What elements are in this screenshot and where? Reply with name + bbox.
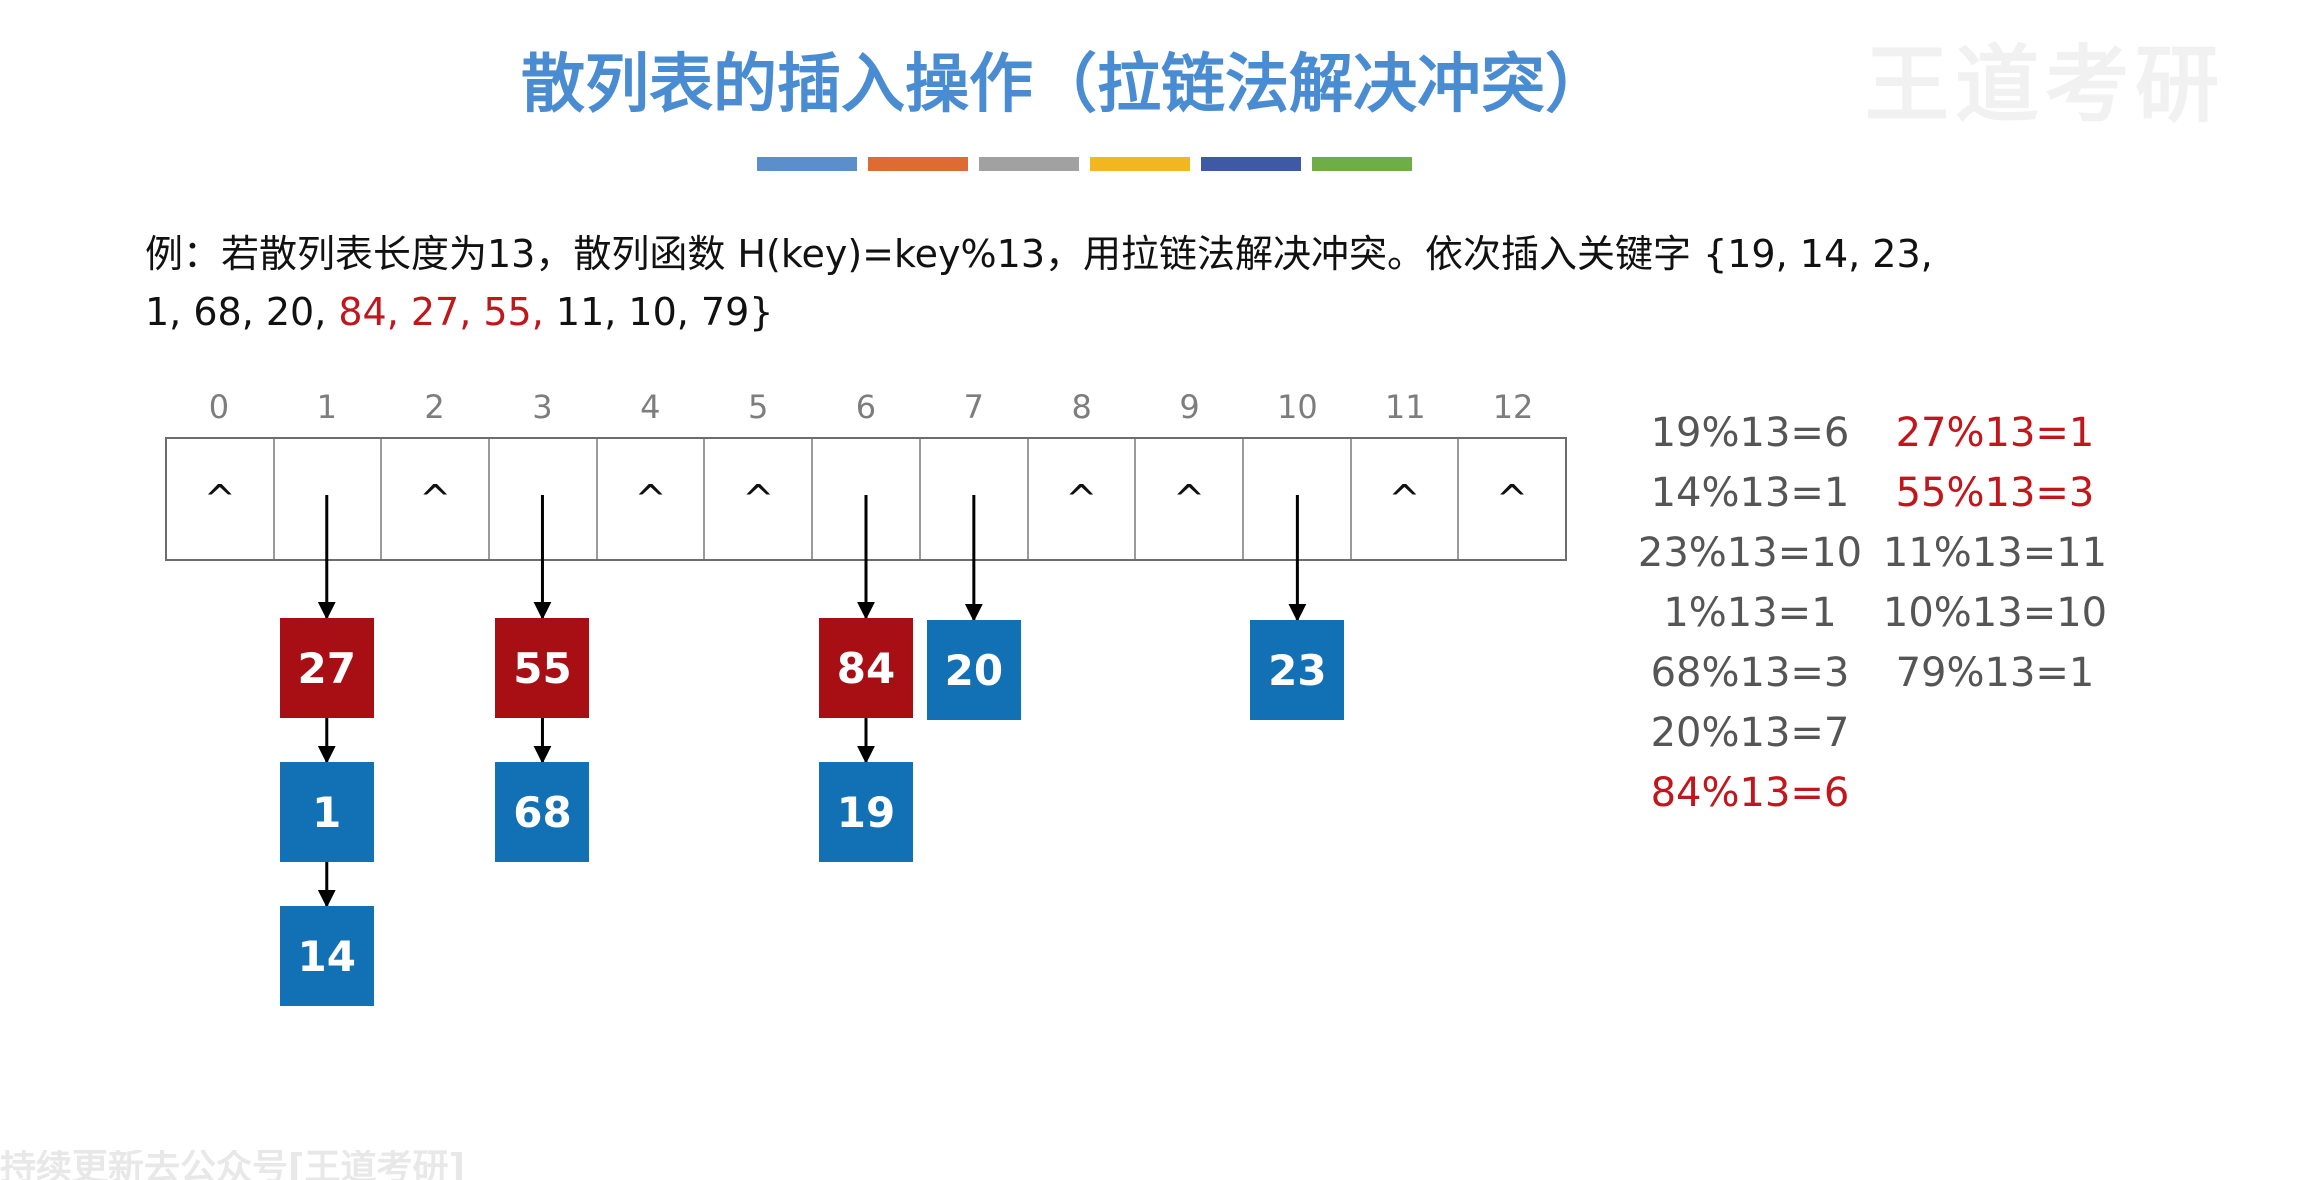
hash-calculation: 27%13=1 — [1895, 410, 2095, 456]
slot-index: 0 — [208, 388, 230, 426]
hash-slot — [921, 439, 1029, 559]
chain-node: 20 — [926, 620, 1021, 720]
slot-index: 12 — [1492, 388, 1534, 426]
title-underline-segment — [1201, 157, 1301, 171]
example-line-1: 例：若散列表长度为13，散列函数 H(key)=key%13，用拉链法解决冲突。… — [145, 232, 1933, 276]
example-keys-rest: 11, 10, 79} — [543, 290, 774, 334]
hash-slot — [1244, 439, 1352, 559]
hash-calculation: 20%13=7 — [1650, 710, 1850, 756]
hash-slot — [813, 439, 921, 559]
slot-index: 1 — [316, 388, 337, 426]
hash-table: ^ ^ ^ ^ ^ ^ ^ ^ — [165, 437, 1567, 561]
null-pointer-marker: ^ — [1388, 477, 1421, 521]
slot-index: 11 — [1384, 388, 1426, 426]
slot-index: 3 — [532, 388, 553, 426]
null-pointer-marker: ^ — [742, 477, 775, 521]
hash-slot — [275, 439, 383, 559]
title-underline-segment — [1312, 157, 1412, 171]
hash-slot: ^ — [1136, 439, 1244, 559]
hash-calculation: 79%13=1 — [1895, 650, 2095, 696]
null-pointer-marker: ^ — [1496, 477, 1529, 521]
hash-slot: ^ — [1029, 439, 1137, 559]
hash-slot: ^ — [382, 439, 491, 559]
chain-node: 1 — [279, 762, 374, 862]
title-underline-segment — [1090, 157, 1190, 171]
hash-slot — [490, 439, 598, 559]
chain-node: 55 — [495, 618, 590, 718]
watermark-logo: 王道考研 — [1865, 36, 2226, 134]
hash-calculation: 68%13=3 — [1650, 650, 1850, 696]
hash-slot: ^ — [167, 439, 275, 559]
title-underline-segment — [757, 157, 857, 171]
slot-index: 6 — [855, 388, 877, 426]
chain-node: 68 — [495, 762, 590, 862]
example-keys-black: 1, 68, 20, — [145, 290, 339, 334]
chain-node: 23 — [1250, 620, 1345, 720]
page-title: 散列表的插入操作（拉链法解决冲突） — [521, 48, 1609, 122]
chain-node: 19 — [819, 762, 913, 862]
slot-index: 5 — [747, 388, 769, 426]
hash-calculation: 84%13=6 — [1650, 770, 1850, 816]
chain-node: 27 — [279, 618, 374, 718]
hash-slot: ^ — [598, 439, 706, 559]
hash-calculation: 11%13=11 — [1882, 530, 2108, 576]
hash-calculation: 19%13=6 — [1650, 410, 1850, 456]
slot-index: 10 — [1277, 388, 1318, 426]
slot-index: 7 — [963, 388, 984, 426]
slot-index: 4 — [640, 388, 661, 426]
hash-slot: ^ — [1459, 439, 1565, 559]
null-pointer-marker: ^ — [1065, 477, 1098, 521]
chain-node: 84 — [819, 618, 913, 718]
slot-index: 2 — [424, 388, 445, 426]
null-pointer-marker: ^ — [1173, 477, 1205, 521]
example-line-2: 1, 68, 20, 84, 27, 55, 11, 10, 79} — [145, 283, 2125, 341]
subtitle-caption: 持续更新去公众号[王道考研] — [0, 1150, 465, 1180]
null-pointer-marker: ^ — [634, 477, 667, 521]
slot-index: 9 — [1179, 388, 1200, 426]
null-pointer-marker: ^ — [203, 477, 236, 521]
example-keys-red: 84, 27, 55, — [338, 290, 544, 334]
hash-slot: ^ — [705, 439, 814, 559]
slot-index-row: 0 1 2 3 4 5 6 7 8 9 10 11 12 — [165, 388, 1567, 426]
hash-calculation: 55%13=3 — [1895, 470, 2095, 516]
slot-index: 8 — [1071, 388, 1092, 426]
hash-calculation: 14%13=1 — [1650, 470, 1850, 516]
hash-calculation: 10%13=10 — [1882, 590, 2108, 636]
chain-node: 14 — [279, 906, 374, 1006]
title-underline-segment — [979, 157, 1079, 171]
hash-slot: ^ — [1352, 439, 1460, 559]
example-text: 例：若散列表长度为13，散列函数 H(key)=key%13，用拉链法解决冲突。… — [145, 225, 2125, 341]
hash-calculation: 23%13=10 — [1637, 530, 1863, 576]
title-underline-segment — [868, 157, 968, 171]
null-pointer-marker: ^ — [419, 477, 452, 521]
hash-calculation: 1%13=1 — [1663, 590, 1837, 636]
